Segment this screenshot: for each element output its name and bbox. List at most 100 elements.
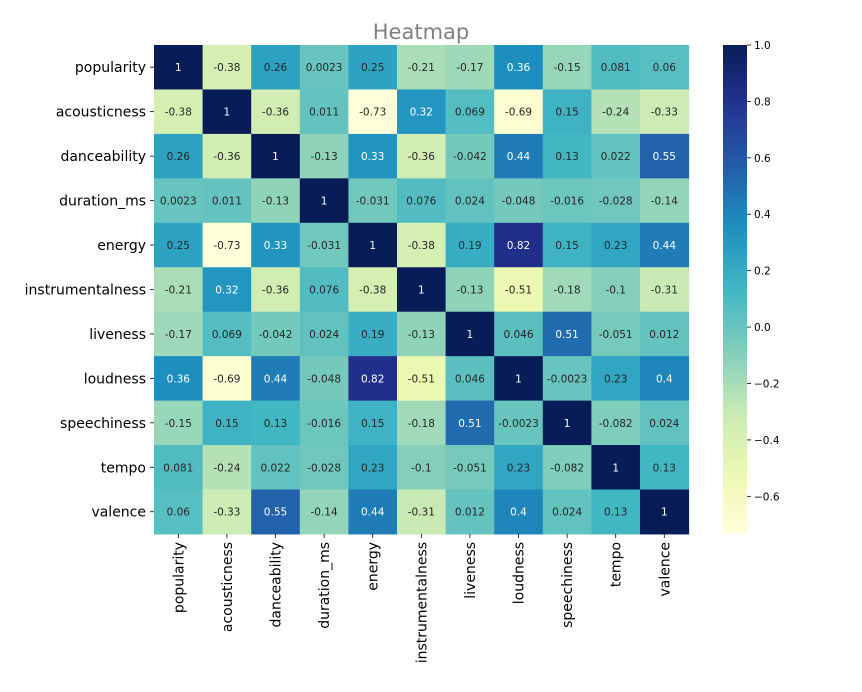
cell-value-label: -0.17 [165, 329, 192, 341]
cell-value-label: 0.25 [361, 62, 384, 74]
heatmap-cell [251, 267, 301, 313]
cell-value-label: 1 [224, 107, 231, 119]
cell-value-label: 1 [321, 196, 328, 208]
cell-value-label: 0.011 [309, 107, 339, 119]
heatmap-cell [397, 356, 447, 402]
heatmap-cell [591, 222, 641, 268]
cell-value-label: -0.042 [259, 329, 293, 341]
x-axis-label: duration_ms [317, 542, 333, 629]
heatmap-cell [202, 45, 252, 90]
heatmap-cell [202, 222, 252, 268]
x-axis-label: loudness [512, 542, 528, 604]
cell-value-label: 0.012 [455, 507, 485, 519]
heatmap-cell [494, 356, 544, 402]
cell-value-label: 0.32 [410, 107, 433, 119]
y-axis-label: popularity [75, 60, 146, 76]
heatmap-cells: 1 -0.38 0.26 0.0023 0.25 -0.21 -0.17 0.36 -0.15 0… [154, 45, 690, 535]
cell-value-label: 0.23 [507, 462, 530, 474]
heatmap-cell [640, 89, 690, 135]
heatmap-cell [251, 45, 301, 90]
cell-value-label: 0.024 [455, 196, 485, 208]
cell-value-label: 1 [564, 418, 571, 430]
heatmap-cell [591, 445, 641, 490]
heatmap-cell [445, 489, 495, 535]
cell-value-label: 0.44 [264, 373, 288, 385]
cell-value-label: 0.25 [167, 240, 190, 252]
heatmap-cell [154, 445, 204, 490]
cell-value-label: 0.51 [458, 418, 481, 430]
heatmap-cell [445, 178, 495, 224]
heatmap-cell [591, 489, 641, 535]
heatmap-cell [591, 45, 641, 90]
x-axis-label: liveness [463, 542, 479, 599]
cell-value-label: 0.23 [361, 462, 384, 474]
cell-value-label: 0.26 [167, 151, 191, 163]
heatmap-cell [494, 267, 544, 313]
heatmap-cell [591, 267, 641, 313]
heatmap-cell [445, 133, 495, 179]
cell-value-label: -0.13 [408, 329, 435, 341]
x-axis-labels: popularity acousticness danceability durati… [171, 533, 673, 663]
heatmap-cell [154, 89, 204, 135]
heatmap-cell [397, 267, 447, 313]
cell-value-label: 0.32 [215, 284, 238, 296]
y-axis-label: speechiness [60, 416, 146, 432]
colorbar-tick-label: −0.6 [754, 491, 780, 503]
heatmap-cell [154, 489, 204, 535]
heatmap-cell [348, 400, 398, 446]
cell-value-label: -0.028 [307, 462, 341, 474]
y-axis-labels: popularity acousticness danceability durati… [25, 60, 154, 521]
cell-value-label: 0.44 [653, 240, 677, 252]
x-axis-label: instrumentalness [414, 542, 430, 663]
heatmap-cell [640, 489, 690, 535]
heatmap-cell [348, 311, 398, 357]
cell-value-label: -0.38 [359, 284, 386, 296]
cell-value-label: 0.23 [604, 240, 627, 252]
cell-value-label: -0.18 [408, 418, 435, 430]
heatmap-cell [251, 400, 301, 446]
cell-value-label: -0.042 [453, 151, 487, 163]
cell-value-label: -0.016 [307, 418, 341, 430]
cell-value-label: -0.082 [599, 418, 633, 430]
heatmap-cell [202, 445, 252, 490]
cell-value-label: 0.44 [361, 507, 385, 519]
heatmap-cell [299, 489, 349, 535]
heatmap-cell [397, 89, 447, 135]
y-axis-label: instrumentalness [25, 282, 146, 298]
cell-value-label: -0.73 [359, 107, 386, 119]
cell-value-label: 1 [515, 373, 522, 385]
heatmap-cell [154, 178, 204, 224]
cell-value-label: -0.1 [411, 462, 432, 474]
heatmap-cell [348, 45, 398, 90]
cell-value-label: 0.069 [212, 329, 242, 341]
cell-value-label: 0.51 [555, 329, 578, 341]
heatmap-cell [299, 222, 349, 268]
x-axis-label: energy [366, 542, 382, 591]
cell-value-label: 0.069 [455, 107, 485, 119]
heatmap-cell [542, 267, 592, 313]
colorbar-tick-label: 0.4 [754, 209, 771, 221]
heatmap-cell [542, 400, 592, 446]
cell-value-label: 1 [175, 62, 182, 74]
heatmap-cell [202, 178, 252, 224]
cell-value-label: 0.024 [649, 418, 679, 430]
cell-value-label: 1 [661, 507, 668, 519]
cell-value-label: -0.13 [311, 151, 338, 163]
heatmap-cell [299, 267, 349, 313]
y-axis-label: energy [97, 238, 146, 254]
heatmap-cell [202, 400, 252, 446]
cell-value-label: 0.012 [649, 329, 679, 341]
heatmap-cell [494, 489, 544, 535]
heatmap-cell [251, 222, 301, 268]
colorbar-tick-label: 0.6 [754, 153, 771, 165]
cell-value-label: -0.082 [550, 462, 584, 474]
cell-value-label: 0.081 [601, 62, 631, 74]
heatmap-cell [494, 178, 544, 224]
cell-value-label: 0.022 [260, 462, 290, 474]
heatmap-cell [542, 489, 592, 535]
cell-value-label: 0.13 [264, 418, 287, 430]
heatmap-cell [154, 133, 204, 179]
heatmap-cell [251, 445, 301, 490]
cell-value-label: 0.024 [552, 507, 582, 519]
heatmap-cell [640, 311, 690, 357]
